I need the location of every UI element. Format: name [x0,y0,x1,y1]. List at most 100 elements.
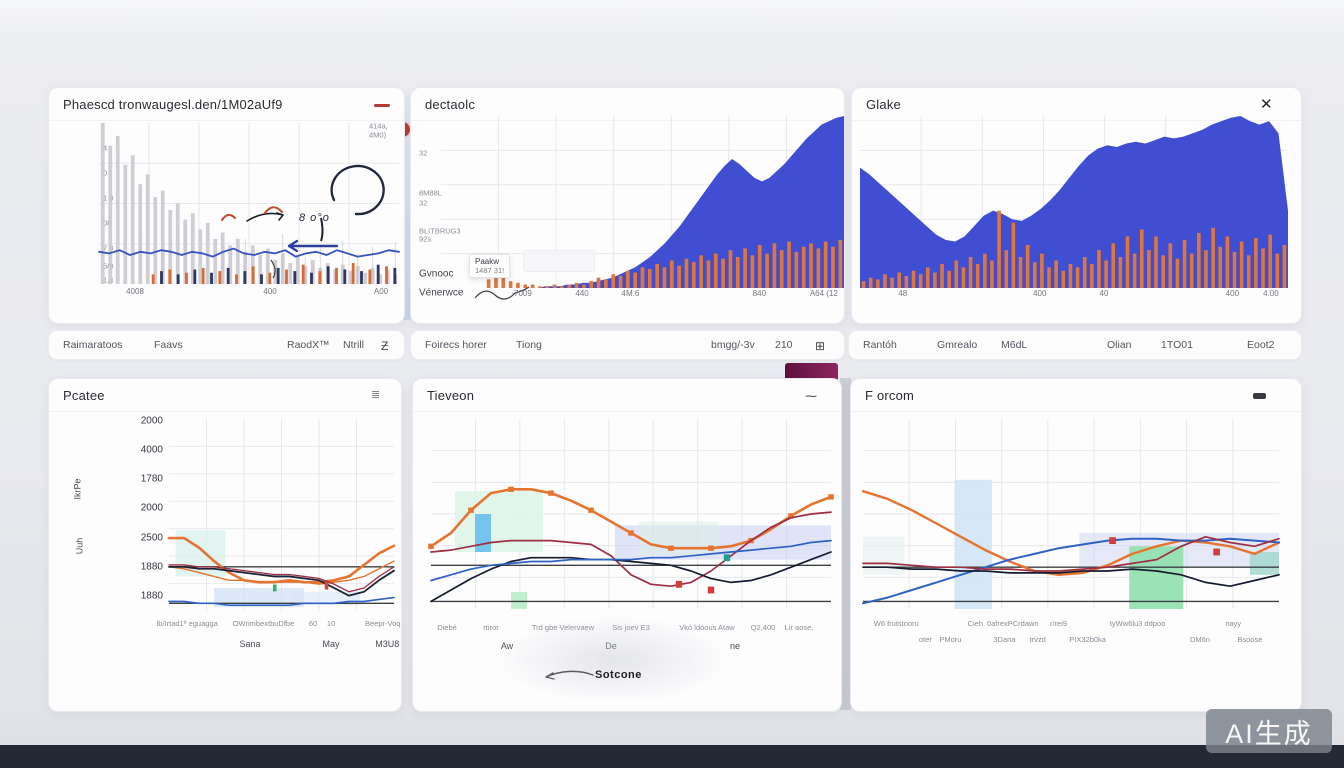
toolbar-item[interactable]: Eoot2 [1247,339,1275,351]
tick-label: 60 [308,619,318,628]
toolbar-middle: ⊞ Foirecs horer Tiong bmgg/-3v 210 [410,330,845,360]
panel-bottom-left: Pcatee ≣ IkrPe Uuh 2000 4000 1780 2000 2500 1… [48,378,402,712]
signature-doodle [474,286,530,300]
legend-icon[interactable]: ≣ [371,389,381,401]
chart-tooltip: Paakw 1487 31! [469,254,511,278]
download-icon[interactable]: Ƶ [381,339,389,353]
tick-label: r/rei9 [1049,619,1068,628]
tick-label: Lir aose, [784,623,814,632]
toolbar-left: Ƶ Raimaratoos Faavs RaodX™ Ntrill [48,330,405,360]
tick-label: 4 [103,143,108,153]
panel-top-middle: dectaolc 32 8M88L 32 BLITBRUG3 92s Gvnooc Véne… [410,87,845,324]
x-axis-ticks: 4008 400 A00 [99,287,399,301]
tick-label: 08 [103,218,112,228]
haze-blob [493,615,733,705]
tick-label: trvzd [1029,635,1046,644]
tick-label: 2000 [140,415,163,427]
tick-label: Cieh [967,619,984,628]
watermark-text: AI生成 [1225,718,1313,749]
tick-label: 1880 [140,590,163,602]
tick-label: A00 [373,287,389,296]
tick-label: 0 [103,168,108,178]
ai-watermark: AI生成 [1206,709,1332,753]
tick-label: 1 8 [103,193,114,203]
toolbar-item[interactable]: Tiong [516,339,542,351]
panel-bottom-right: F orcom W6 frutstrioru Cieh 0afrexPCrdawn r… [850,378,1302,712]
toolbar-item[interactable]: Faavs [154,339,183,351]
panel-header: dectaolc [411,88,844,121]
x-axis-ticks-row1: Ib/Irtad1ª eguagga OWrimbextbuDfbe 60 10 Bee… [156,619,400,633]
panel-header: F orcom [851,379,1301,412]
panel-title: Tieveon [427,388,475,403]
panel-bottom-middle: Tieveon ⁓ DiebértirorTrd gbe VelervaewSi… [412,378,842,712]
tick-label: 400 [1033,289,1047,298]
toolbar-item[interactable]: bmgg/-3v [711,339,755,351]
side-labels: 32 8M88L 32 BLITBRUG3 92s Gvnooc Vénerwce [417,148,487,308]
tick-label: 4.00 [1263,289,1279,298]
chart-bottom-right [863,419,1279,609]
toolbar-item[interactable]: Gmrealo [937,339,978,351]
tick-label: OWrimbextbuDfbe [232,619,295,628]
panel-title: F orcom [865,388,915,403]
tick-label: Q2,400 [750,623,776,632]
toolbar-item[interactable]: 210 [775,339,793,351]
tick-label: 2500 [140,532,163,544]
magenta-tab [785,363,838,380]
toolbar-item[interactable]: RaodX™ [287,339,330,351]
tick-label: rtiror [483,623,499,632]
ghost-box [523,250,595,272]
tick-label: 2000 [140,502,163,514]
tooltip-value: 1487 31! [475,266,505,275]
grid-icon[interactable]: ⊞ [815,339,826,353]
toolbar-item[interactable]: M6dL [1001,339,1028,351]
tick-label: Bsoose [1237,635,1263,644]
toolbar-item[interactable]: Rantóh [863,339,897,351]
toolbar-item[interactable]: Olian [1107,339,1132,351]
tick-label: 4M0) [369,130,387,140]
panel-gap-strip-gray [840,378,851,710]
x-axis-title: Sotcone [595,669,642,681]
tick-label: PMoru [939,635,962,644]
toolbar-right: Rantóh Gmrealo M6dL Olian 1TO01 Eoot2 [848,330,1302,360]
x-axis-ticks-row2: Sana May M3U8 [169,639,399,653]
tick-label: 4008 [126,287,144,296]
tick-label: 4000 [140,444,163,456]
tick-label: 840 [752,289,767,298]
tick-label: 3Dana [993,635,1016,644]
annotation-doodles [220,164,385,279]
panel-title: Phaescd tronwaugesl.den/1M02aUf9 [63,97,283,112]
toolbar-item[interactable]: Raimaratoos [63,339,123,351]
close-icon[interactable]: ✕ [1260,96,1273,113]
tick-label: Sana [239,639,261,649]
tick-label: 4M.6 [621,289,640,298]
tick-label: W6 frutstrioru [873,619,919,628]
tick-label: tyWw6lu3 ddpoo [1109,619,1166,628]
tick-label: 400 [263,287,277,296]
tick-label: Ib/Irtad1ª eguagga [156,619,218,628]
chart-bottom-left [169,419,394,611]
tick-label: 5/8 [103,261,114,271]
toolbar-item[interactable]: 1TO01 [1161,339,1193,351]
x-axis-ticks-row2: oter PMoru 3Dana trvzd PIX32b0ka DM6n Bsoose [863,635,1279,649]
tick-label: 414a, [369,121,388,131]
tick-label: 32 [419,198,428,208]
tick-label: ne [729,641,741,651]
mini-labels: 414a, 4M0) [367,122,401,146]
toolbar-item[interactable]: Foirecs horer [425,339,487,351]
x-axis-ticks: -7009 440 4M.6 840 A64 (12 [441,289,844,303]
tooltip-title: Paakw [475,257,500,266]
panel-top-left: Phaescd tronwaugesl.den/1M02aUf9 4 0 1 8 08… [48,87,405,324]
panel-header: Pcatee ≣ [49,379,401,412]
more-icon[interactable]: ⁓ [805,389,817,403]
minimize-icon[interactable] [374,104,390,107]
tick-label: M3U8 [375,639,400,649]
chart-bottom-middle [431,419,831,609]
toolbar-item[interactable]: Ntrill [343,339,364,351]
panel-top-right: Glake ✕ 48 400 40 400 4.00 [851,87,1302,324]
tick-label: -7009 [511,289,532,298]
y-axis-ticks: 2000 4000 1780 2000 2500 1880 1880 [119,415,167,611]
menu-icon[interactable] [1253,393,1266,399]
tick-label: PIX32b0ka [1069,635,1106,644]
panel-title: Glake [866,97,901,112]
